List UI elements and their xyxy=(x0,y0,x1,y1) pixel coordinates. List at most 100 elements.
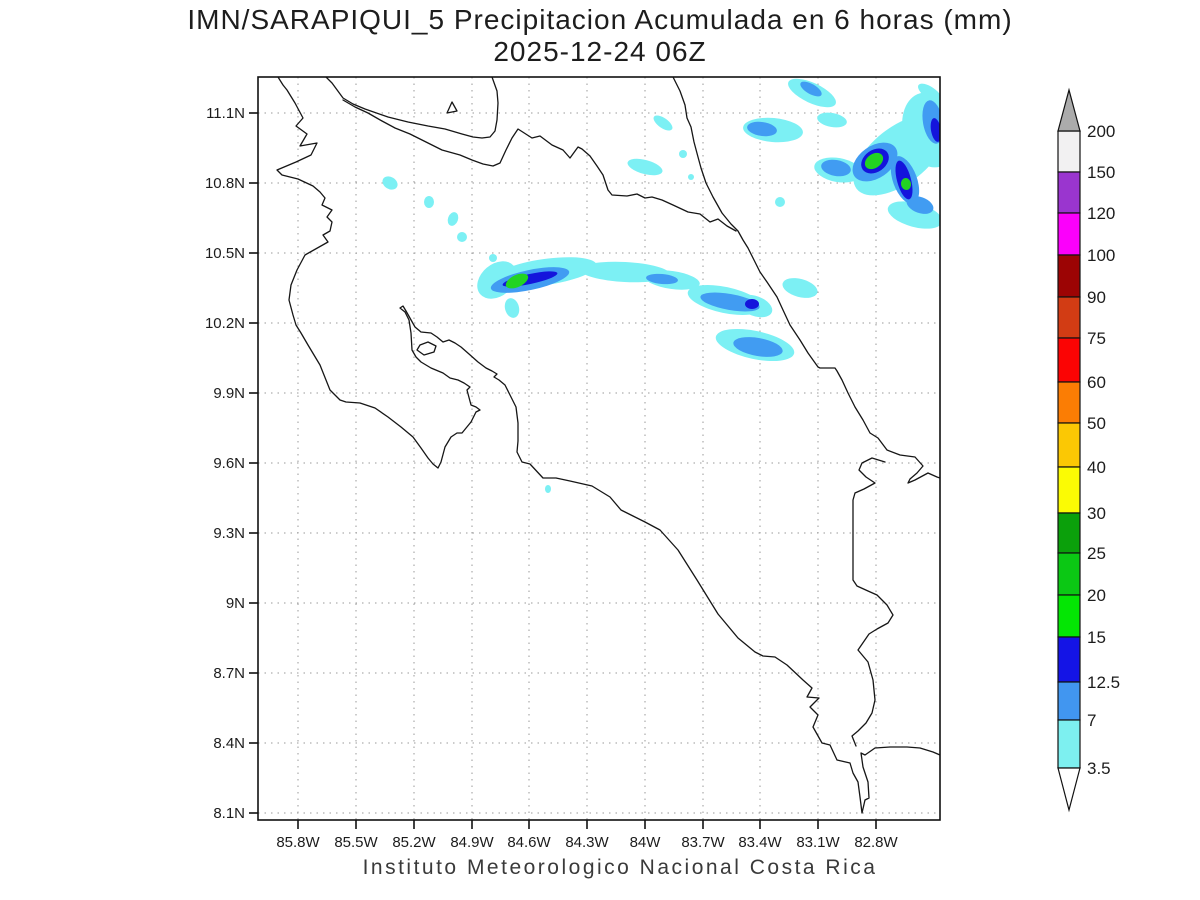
precip-blob-cyan xyxy=(447,212,459,226)
precip-blob-cyan xyxy=(817,112,847,128)
precip-blob-cyan xyxy=(775,197,785,207)
precip-blob-cyan xyxy=(424,196,434,208)
lon-label: 83.4W xyxy=(738,834,782,851)
colorbar-cell-50-60 xyxy=(1057,381,1081,424)
colorbar-label: 150 xyxy=(1087,163,1115,182)
lon-label: 83.1W xyxy=(796,834,840,851)
colorbar-label: 60 xyxy=(1087,373,1106,392)
title-block: IMN/SARAPIQUI_5 Precipitacion Acumulada … xyxy=(0,4,1200,68)
colorbar-label: 90 xyxy=(1087,288,1106,307)
lat-label: 10.5N xyxy=(205,245,245,262)
coastline-lake-island xyxy=(446,101,458,114)
precip-blob-blue xyxy=(733,337,783,357)
colorbar-label: 12.5 xyxy=(1087,673,1120,692)
coastline-isla-chira xyxy=(416,341,437,356)
lat-label: 8.4N xyxy=(213,735,245,752)
colorbar-label: 100 xyxy=(1087,246,1115,265)
precip-blob-cyan xyxy=(653,115,673,131)
lon-label: 84.3W xyxy=(565,834,609,851)
lon-label: 85.5W xyxy=(334,834,378,851)
precip-blob-cyan xyxy=(545,485,551,493)
lat-label: 9.6N xyxy=(213,455,245,472)
lon-label: 84.6W xyxy=(507,834,551,851)
lat-label: 10.2N xyxy=(205,315,245,332)
lat-label: 9.9N xyxy=(213,385,245,402)
colorbar-label: 75 xyxy=(1087,329,1106,348)
colorbar-label: 50 xyxy=(1087,414,1106,433)
precip-blob-cyan xyxy=(489,254,497,262)
plot-title: IMN/SARAPIQUI_5 Precipitacion Acumulada … xyxy=(187,4,1013,35)
precip-blob-cyan xyxy=(918,83,940,103)
coastline-san-juan-border xyxy=(342,99,737,232)
precip-blob-cyan xyxy=(679,150,687,158)
precipitation-layer xyxy=(382,78,940,493)
plot-subtitle: 2025-12-24 06Z xyxy=(493,36,707,67)
lon-label: 85.2W xyxy=(392,834,436,851)
colorbar-cell-20-25 xyxy=(1057,552,1081,596)
colorbar-cell-90-100 xyxy=(1057,254,1081,298)
colorbar-cell-150-200 xyxy=(1057,130,1081,173)
precip-blob-cyan xyxy=(688,174,694,180)
colorbar-cell-15-20 xyxy=(1057,594,1081,638)
precip-blob-blue xyxy=(800,81,822,97)
colorbar-label: 20 xyxy=(1087,586,1106,605)
lon-label: 83.7W xyxy=(681,834,725,851)
colorbar-label: 3.5 xyxy=(1087,759,1111,778)
lat-label: 8.1N xyxy=(213,805,245,822)
precip-blob-cyan xyxy=(457,232,467,242)
precip-blob-cyan xyxy=(504,298,520,318)
lon-label: 84W xyxy=(630,834,662,851)
precip-blob-green xyxy=(900,178,912,190)
coastline-layer xyxy=(276,77,940,814)
colorbar-cell-100-120 xyxy=(1057,212,1081,256)
precip-blob-darkblue xyxy=(745,299,759,309)
colorbar-cell-75-90 xyxy=(1057,296,1081,339)
lat-label: 8.7N xyxy=(213,665,245,682)
footer-credit: Instituto Meteorologico Nacional Costa R… xyxy=(362,856,878,879)
colorbar-cell-7-12.5 xyxy=(1057,681,1081,721)
lon-label: 84.9W xyxy=(450,834,494,851)
map-frame xyxy=(257,76,941,821)
colorbar-label: 15 xyxy=(1087,628,1106,647)
coastline-lake-nicaragua-shore xyxy=(325,77,499,139)
colorbar-cell-40-50 xyxy=(1057,422,1081,468)
colorbar: 200 150 120 100 90 75 60 50 40 30 25 20 15 12.5 7 3.5 xyxy=(1057,87,1120,813)
precip-blob-cyan xyxy=(382,176,398,190)
precip-blob-blue xyxy=(747,121,777,137)
precip-blob-green xyxy=(864,152,884,170)
precip-blob-blue xyxy=(646,273,678,285)
precip-blob-darkblue xyxy=(930,118,940,142)
colorbar-label: 30 xyxy=(1087,504,1106,523)
colorbar-cell-60-75 xyxy=(1057,337,1081,383)
precip-blob-cyan xyxy=(782,278,818,298)
lat-label: 9.3N xyxy=(213,525,245,542)
precip-blob-cyan xyxy=(627,158,663,176)
colorbar-label: 120 xyxy=(1087,204,1115,223)
colorbar-label: 7 xyxy=(1087,711,1096,730)
lat-label: 9N xyxy=(226,595,245,612)
precip-blob-blue xyxy=(700,292,760,312)
lon-label: 82.8W xyxy=(854,834,898,851)
lat-label: 11.1N xyxy=(206,105,245,122)
coastline-caribbean-coast xyxy=(672,77,940,484)
colorbar-cell-3.5-7 xyxy=(1057,719,1081,769)
grid-layer xyxy=(258,77,940,820)
coastline-pacific-coast-nicoya-osa-burica xyxy=(276,77,940,814)
colorbar-cell-120-150 xyxy=(1057,171,1081,214)
colorbar-label: 40 xyxy=(1087,458,1106,477)
precip-blob-green xyxy=(505,273,529,289)
colorbar-cell-30-40 xyxy=(1057,466,1081,514)
map-frame-layer xyxy=(257,76,941,821)
colorbar-label: 25 xyxy=(1087,544,1106,563)
colorbar-arrow-bottom xyxy=(1057,767,1081,813)
colorbar-cell-25-30 xyxy=(1057,512,1081,554)
coastline-panama-border-se xyxy=(851,457,894,747)
precip-blob-blue xyxy=(906,196,934,214)
precip-blob-blue xyxy=(821,159,851,177)
colorbar-arrow-top xyxy=(1057,87,1081,132)
lon-label: 85.8W xyxy=(276,834,320,851)
colorbar-cell-12.5-15 xyxy=(1057,636,1081,683)
colorbar-label: 200 xyxy=(1087,122,1115,141)
lat-label: 10.8N xyxy=(205,175,245,192)
